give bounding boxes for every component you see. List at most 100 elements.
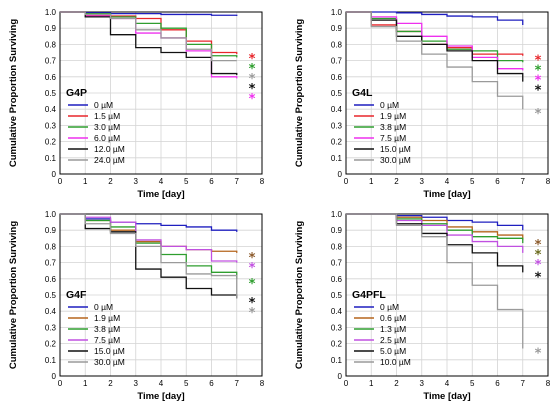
y-tick-label: 0.8: [331, 242, 343, 251]
chart-panel-3: 0 1 2 3 4 5 6 7 8 0 0.1 0.2 0.3 0.4 0.5 0.6 0.7 0.8 0.9 1.0…: [8, 210, 265, 402]
x-tick-label: 6: [495, 379, 500, 388]
legend-label-4: 7.5 µM: [94, 335, 120, 345]
legend-label-2: 1.5 µM: [94, 111, 120, 121]
y-axis-label: Cumulative Proportion Surviving: [294, 221, 305, 370]
legend-label-2: 1.9 µM: [380, 111, 406, 121]
x-tick-label: 4: [159, 177, 164, 186]
significance-star-3: *: [249, 277, 256, 292]
legend-label-4: 7.5 µM: [380, 133, 406, 143]
y-tick-label: 0.7: [45, 259, 57, 268]
y-tick-label: 0.3: [331, 323, 343, 332]
x-tick-label: 2: [394, 177, 399, 186]
y-axis-label: Cumulative Proportion Surviving: [294, 19, 305, 168]
significance-star-6: *: [535, 346, 542, 361]
significance-star-4: *: [535, 74, 542, 89]
legend-label-1: 0 µM: [380, 302, 399, 312]
x-tick-label: 3: [420, 177, 425, 186]
significance-star-5: *: [535, 84, 542, 99]
panel-label: G4PFL: [352, 289, 386, 301]
y-tick-label: 0.6: [331, 73, 343, 82]
significance-star-6: *: [249, 72, 256, 87]
legend-label-1: 0 µM: [94, 302, 113, 312]
legend-label-5: 15.0 µM: [380, 144, 411, 154]
x-tick-label: 0: [344, 379, 349, 388]
y-tick-label: 0: [338, 372, 343, 381]
plot-frame: [59, 213, 263, 377]
x-tick-label: 5: [184, 177, 189, 186]
x-tick-label: 0: [344, 177, 349, 186]
series-line-1: [346, 213, 524, 231]
y-tick-label: 1.0: [331, 210, 343, 219]
series-line-5: [60, 11, 238, 76]
x-tick-label: 7: [521, 177, 526, 186]
y-tick-label: 0.5: [331, 291, 343, 300]
x-tick-label: 2: [108, 379, 113, 388]
series-line-6: [60, 213, 238, 299]
legend-label-6: 10.0 µM: [380, 357, 411, 367]
legend-label-5: 12.0 µM: [94, 144, 125, 154]
y-tick-label: 0.1: [45, 356, 57, 365]
series-line-5: [346, 11, 524, 82]
x-tick-label: 0: [58, 379, 63, 388]
y-tick-label: 0.9: [45, 24, 57, 33]
significance-star-2: *: [535, 238, 542, 253]
significance-star-3: *: [535, 64, 542, 79]
y-tick-label: 0.7: [45, 57, 57, 66]
significance-star-5: *: [249, 296, 256, 311]
x-tick-label: 7: [235, 379, 240, 388]
x-tick-label: 2: [108, 177, 113, 186]
x-tick-label: 6: [495, 177, 500, 186]
x-tick-label: 3: [134, 177, 139, 186]
legend-label-5: 5.0 µM: [380, 346, 406, 356]
significance-star-6: *: [535, 107, 542, 122]
y-tick-label: 0: [52, 372, 57, 381]
x-tick-label: 1: [83, 177, 88, 186]
x-tick-label: 3: [134, 379, 139, 388]
x-tick-label: 1: [369, 379, 374, 388]
significance-star-2: *: [535, 54, 542, 69]
y-tick-label: 0.8: [45, 242, 57, 251]
y-tick-label: 1.0: [45, 8, 57, 17]
x-tick-label: 7: [235, 177, 240, 186]
x-tick-label: 6: [209, 379, 214, 388]
y-axis-label: Cumulative Proportion Surviving: [8, 19, 19, 168]
y-axis-label: Cumulative Proportion Surviving: [8, 221, 19, 370]
series-line-1: [346, 11, 524, 25]
significance-star-3: *: [535, 248, 542, 263]
significance-star-2: *: [249, 52, 256, 67]
y-tick-label: 0.4: [45, 105, 57, 114]
panel-label: G4F: [66, 289, 87, 301]
y-tick-label: 0.5: [45, 291, 57, 300]
legend-label-3: 3.0 µM: [94, 122, 120, 132]
plot-frame: [345, 213, 549, 377]
significance-star-3: *: [249, 62, 256, 77]
x-axis-label: Time [day]: [137, 391, 184, 402]
legend-label-6: 30.0 µM: [94, 357, 125, 367]
plot-frame: [345, 11, 549, 175]
x-tick-label: 2: [394, 379, 399, 388]
x-tick-label: 5: [184, 379, 189, 388]
y-tick-label: 0.3: [45, 121, 57, 130]
chart-panel-2: 0 1 2 3 4 5 6 7 8 0 0.1 0.2 0.3 0.4 0.5 0.6 0.7 0.8 0.9 1.0…: [294, 8, 550, 200]
y-tick-label: 0.6: [45, 73, 57, 82]
y-tick-label: 0.5: [331, 89, 343, 98]
legend-label-6: 30.0 µM: [380, 155, 411, 165]
y-tick-label: 0.6: [45, 275, 57, 284]
y-tick-label: 0.9: [331, 226, 343, 235]
y-tick-label: 0.2: [331, 138, 343, 147]
y-tick-label: 0.8: [45, 40, 57, 49]
x-tick-label: 4: [159, 379, 164, 388]
series-line-6: [346, 213, 524, 349]
y-tick-label: 0.9: [331, 24, 343, 33]
series-line-6: [346, 11, 524, 110]
legend-label-2: 0.6 µM: [380, 313, 406, 323]
significance-star-4: *: [535, 258, 542, 273]
series-line-1: [60, 213, 238, 232]
y-tick-label: 0: [338, 170, 343, 179]
y-tick-label: 0.8: [331, 40, 343, 49]
significance-star-6: *: [249, 306, 256, 321]
x-tick-label: 8: [546, 379, 550, 388]
y-tick-label: 0.9: [45, 226, 57, 235]
significance-star-4: *: [249, 261, 256, 276]
